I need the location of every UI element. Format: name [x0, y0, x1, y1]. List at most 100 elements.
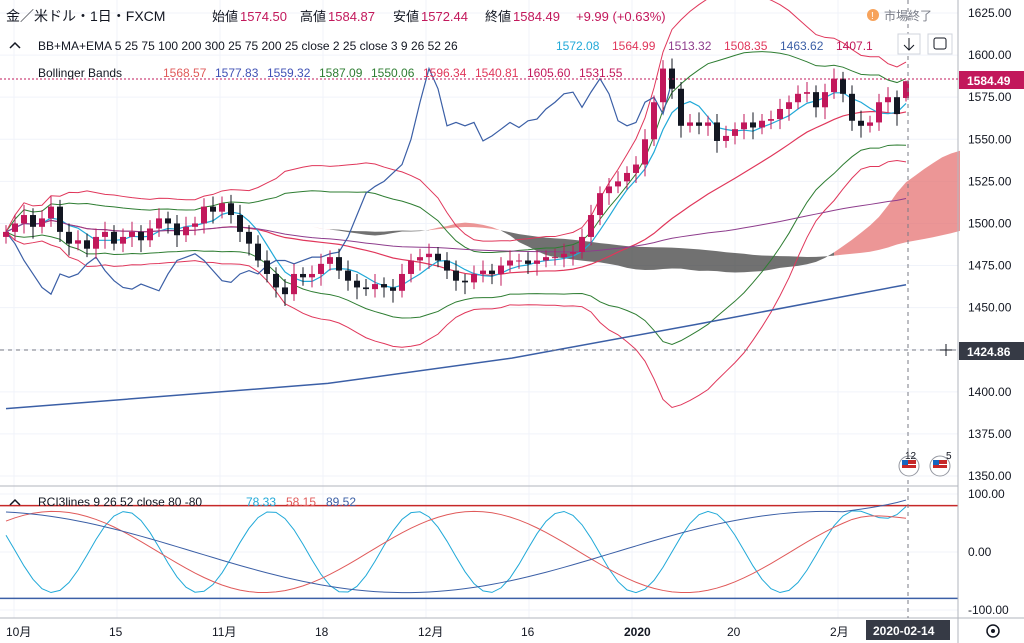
- candle-body: [390, 287, 396, 291]
- candle-body: [399, 273, 405, 291]
- cloud-segment: [429, 227, 438, 231]
- chevron-up-icon[interactable]: [9, 41, 21, 49]
- indicator-name: BB+MA+EMA 5 25 75 100 200 300 25 75 200 …: [38, 39, 458, 53]
- candle-body: [633, 164, 639, 173]
- price-tick-label: 1500.00: [968, 216, 1012, 230]
- cloud-segment: [951, 150, 960, 234]
- candle-body: [750, 122, 756, 128]
- cloud-segment: [879, 205, 888, 250]
- cloud-segment: [924, 163, 933, 240]
- rci-52-line: [5, 499, 907, 594]
- candle-body: [813, 92, 819, 108]
- cloud-segment: [555, 238, 564, 259]
- price-axis[interactable]: 1625.00 1600.00 1575.00 1550.00 1525.00 1500.…: [968, 6, 1012, 483]
- cloud-segment: [780, 256, 789, 268]
- candle-body: [300, 273, 306, 278]
- crosshair-plus-icon[interactable]: [940, 344, 952, 356]
- rci-axis[interactable]: 100.00 0.00 -100.00: [968, 487, 1009, 617]
- indicator-value: 1559.32: [267, 66, 311, 80]
- indicator-value: 1577.83: [215, 66, 259, 80]
- candle-body: [552, 257, 558, 259]
- cloud-segment: [816, 256, 825, 262]
- candle-body: [219, 203, 225, 212]
- candle-body: [525, 260, 531, 264]
- cloud-segment: [933, 157, 942, 238]
- candle-body: [21, 215, 27, 224]
- cloud-segment: [672, 247, 681, 269]
- bollinger-lower-2sigma: [5, 144, 907, 346]
- candle-body: [651, 102, 657, 140]
- time-tick-label: 18: [315, 625, 329, 639]
- candle-body: [3, 231, 9, 237]
- cloud-segment: [870, 216, 879, 252]
- time-tick-label: 11月: [212, 625, 236, 639]
- market-status[interactable]: ! 市場終了: [867, 8, 932, 23]
- candle-body: [228, 203, 234, 216]
- candle-body: [822, 92, 828, 108]
- rci-9-line: [5, 506, 907, 594]
- candle-body: [570, 252, 576, 254]
- symbol-legend[interactable]: 金／米ドル・1日・FXCM 始値 1574.50 高値 1584.87 安値 1…: [6, 8, 666, 24]
- bollinger-upper-3sigma: [5, 0, 907, 242]
- candle-body: [498, 265, 504, 274]
- indicator-name: RCI3lines 9 26 52 close 80 -80: [38, 495, 202, 509]
- indicator-legend-bb-ma-ema[interactable]: BB+MA+EMA 5 25 75 100 200 300 25 75 200 …: [9, 33, 953, 55]
- time-tick-label: 2月: [830, 625, 849, 639]
- chevron-up-icon[interactable]: [9, 498, 21, 506]
- candle-body: [102, 231, 108, 237]
- candle-body: [210, 206, 216, 212]
- cloud-segment: [384, 230, 393, 235]
- candle-body: [606, 186, 612, 194]
- info-icon: [867, 9, 879, 21]
- close-label: 終値: [485, 9, 511, 24]
- price-tick-label: 1450.00: [968, 301, 1012, 315]
- candle-body: [435, 253, 441, 261]
- candle-body: [381, 284, 387, 288]
- indicator-value: 1531.55: [579, 66, 623, 80]
- cloud-segment: [456, 222, 465, 228]
- cloud-segment: [681, 248, 690, 270]
- cloud-segment: [699, 249, 708, 271]
- gear-icon[interactable]: [986, 624, 1000, 638]
- us-flag-event-icon[interactable]: 12: [898, 451, 920, 477]
- time-axis[interactable]: 10月 15 11月 18 12月 16 2020 20 2月: [6, 625, 849, 639]
- cloud-segment: [537, 236, 546, 256]
- cloud-segment: [330, 229, 339, 231]
- cloud-segment: [942, 153, 951, 236]
- candle-body: [489, 270, 495, 274]
- cloud-segment: [789, 256, 798, 267]
- candle-body: [768, 119, 774, 121]
- arrow-down-icon[interactable]: [897, 33, 921, 55]
- indicator-legend-rci[interactable]: RCI3lines 9 26 52 close 80 -80 78.33 58.1…: [9, 495, 356, 509]
- candle-body: [723, 135, 729, 141]
- cloud-segment: [861, 225, 870, 253]
- candle-body: [417, 257, 423, 261]
- cloud-segment: [852, 232, 861, 254]
- indicator-value: 1508.35: [724, 39, 768, 53]
- price-tick-label: 1475.00: [968, 259, 1012, 273]
- cloud-segment: [492, 227, 501, 231]
- price-tick-label: 1400.00: [968, 385, 1012, 399]
- cloud-segment: [591, 241, 600, 263]
- candle-body: [48, 206, 54, 219]
- candle-body: [687, 122, 693, 126]
- us-flag-event-icon[interactable]: 5: [929, 451, 952, 477]
- candlestick-series: [3, 58, 909, 306]
- cloud-segment: [546, 237, 555, 258]
- indicator-legend-bollinger[interactable]: Bollinger Bands 1568.57 1577.83 1559.32 158…: [38, 66, 623, 80]
- svg-text:2020-02-14: 2020-02-14: [873, 624, 935, 638]
- cloud-segment: [375, 231, 384, 236]
- cloud-segment: [726, 252, 735, 273]
- cloud-segment: [888, 192, 897, 248]
- indicator-value: 1587.09: [319, 66, 363, 80]
- cloud-segment: [825, 252, 834, 258]
- cloud-segment: [636, 246, 645, 271]
- cloud-segment: [339, 229, 348, 233]
- cloud-segment: [717, 251, 726, 273]
- time-tick-label: 15: [109, 625, 123, 639]
- cloud-segment: [744, 253, 753, 273]
- candle-body: [57, 206, 63, 232]
- maximize-icon[interactable]: [927, 33, 953, 55]
